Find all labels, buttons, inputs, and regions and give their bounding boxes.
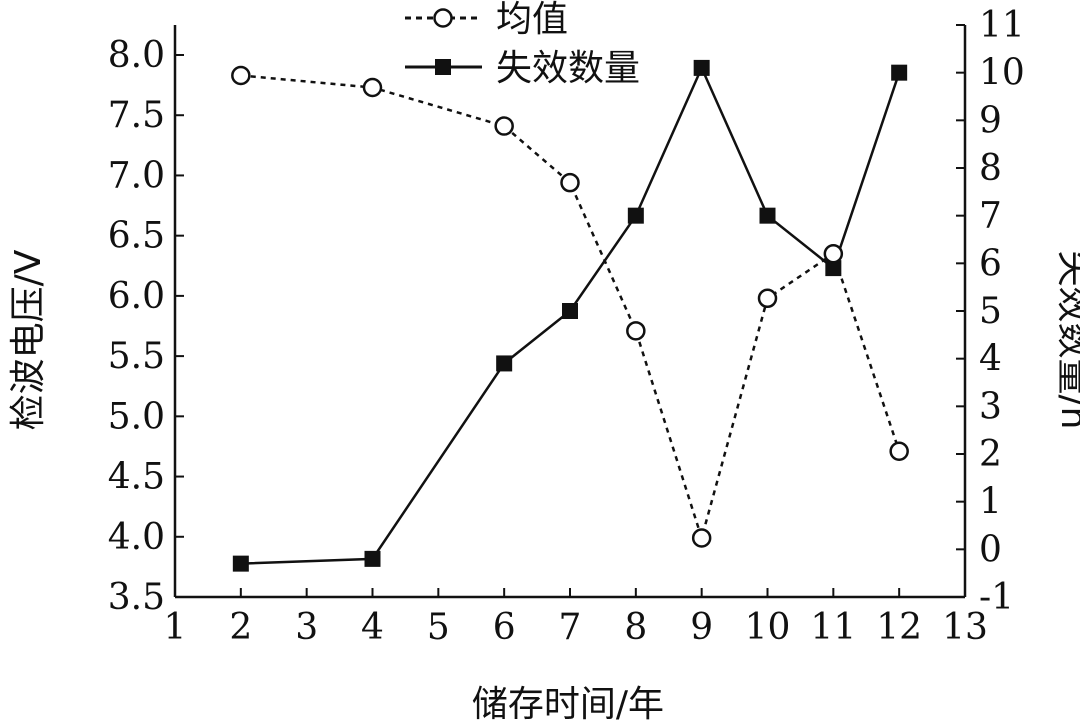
failures-point bbox=[891, 64, 908, 81]
y2-tick-label: 0 bbox=[979, 529, 1002, 570]
x-tick-label: 10 bbox=[745, 607, 791, 648]
x-tick-label: 12 bbox=[876, 607, 922, 648]
y-tick-label: 4.0 bbox=[108, 517, 165, 558]
y2-axis-title: 失效数量/n bbox=[1053, 251, 1080, 430]
x-tick-label: 13 bbox=[942, 607, 988, 648]
mean-point bbox=[362, 77, 383, 98]
y2-tick-label: -1 bbox=[979, 577, 1014, 618]
y-tick-label: 5.5 bbox=[108, 336, 165, 377]
x-axis-ticks: 1 2 3 4 5 6 7 8 9 10 11 12 13 bbox=[164, 588, 988, 648]
failures-point bbox=[562, 303, 578, 319]
x-tick-label: 6 bbox=[493, 607, 516, 648]
x-tick-label: 7 bbox=[559, 607, 582, 648]
failures-point bbox=[232, 555, 249, 572]
y-axis-ticks: 3.5 4.0 4.5 5.0 5.5 6.0 6.5 7.0 7.5 8.0 bbox=[108, 35, 184, 618]
mean-point bbox=[889, 441, 909, 462]
x-axis-title: 储存时间/年 bbox=[472, 684, 664, 725]
x-tick-label: 5 bbox=[427, 607, 450, 648]
y-tick-label: 8.0 bbox=[108, 35, 165, 76]
x-tick-label: 8 bbox=[624, 607, 647, 648]
x-tick-label: 3 bbox=[295, 607, 318, 648]
y-tick-label: 6.0 bbox=[108, 276, 165, 317]
y2-tick-label: 6 bbox=[979, 243, 1002, 284]
series-marks bbox=[231, 59, 909, 572]
y2-tick-label: 4 bbox=[979, 339, 1002, 380]
mean-point bbox=[560, 172, 580, 193]
y2-tick-label: 11 bbox=[979, 5, 1025, 46]
legend-label-failures: 失效数量 bbox=[496, 48, 640, 89]
x-tick-label: 1 bbox=[164, 607, 187, 648]
y2-axis-ticks: -1 0 1 2 3 4 5 6 7 8 9 10 11 bbox=[956, 5, 1025, 618]
failures-point bbox=[825, 260, 842, 277]
mean-point bbox=[626, 321, 646, 341]
y2-tick-label: 3 bbox=[979, 386, 1002, 427]
legend: 均值 失效数量 bbox=[405, 0, 640, 89]
y-axis-title: 检波电压/V bbox=[8, 249, 49, 430]
y-tick-label: 3.5 bbox=[108, 577, 165, 618]
y-tick-label: 4.5 bbox=[108, 457, 165, 498]
y2-tick-label: 5 bbox=[979, 291, 1002, 332]
legend-label-mean: 均值 bbox=[496, 0, 568, 40]
y2-tick-label: 9 bbox=[979, 100, 1002, 141]
legend-marker-mean bbox=[433, 8, 453, 28]
failures-point bbox=[759, 207, 776, 224]
y2-tick-label: 10 bbox=[979, 53, 1025, 94]
y-tick-label: 7.0 bbox=[108, 155, 165, 196]
y-tick-label: 6.5 bbox=[108, 216, 165, 257]
y-tick-label: 7.5 bbox=[108, 95, 165, 136]
x-tick-label: 11 bbox=[810, 607, 856, 648]
x-tick-label: 4 bbox=[361, 607, 384, 648]
y2-tick-label: 7 bbox=[979, 196, 1002, 237]
legend-marker-failures bbox=[435, 59, 451, 75]
failures-point bbox=[627, 207, 644, 224]
x-tick-label: 2 bbox=[229, 607, 252, 648]
failures-point bbox=[364, 550, 381, 567]
y2-tick-label: 8 bbox=[979, 148, 1002, 189]
mean-point bbox=[691, 528, 712, 548]
mean-point bbox=[231, 65, 251, 86]
y2-tick-label: 1 bbox=[979, 482, 1002, 523]
x-tick-label: 9 bbox=[690, 607, 713, 648]
y-tick-label: 5.0 bbox=[108, 396, 165, 437]
mean-point bbox=[757, 288, 778, 309]
failures-point bbox=[693, 59, 710, 76]
failures-point bbox=[496, 355, 513, 372]
mean-point bbox=[494, 116, 514, 136]
y2-tick-label: 2 bbox=[979, 434, 1002, 475]
mean-point bbox=[823, 243, 844, 264]
